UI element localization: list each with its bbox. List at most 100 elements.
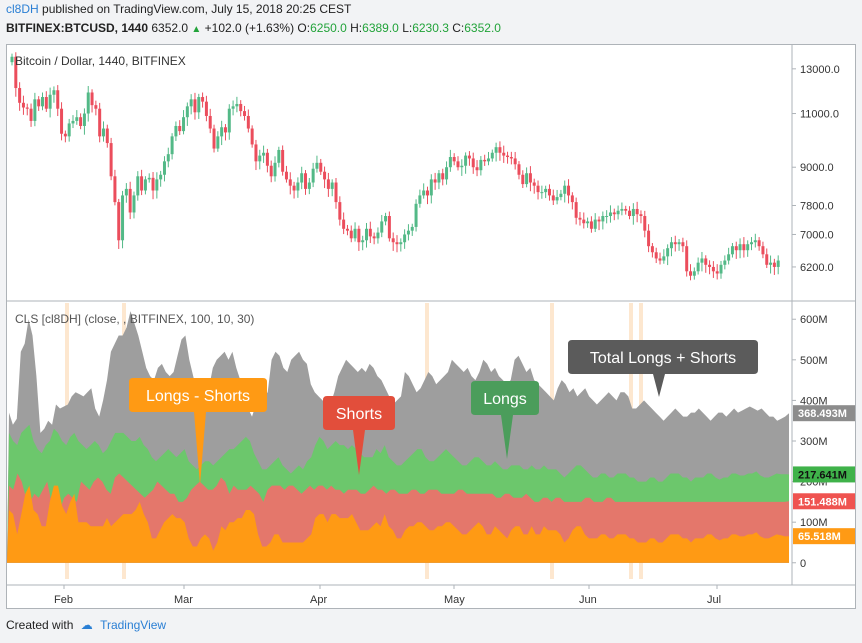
candle-body [189,99,193,107]
candles-group [10,52,780,281]
close-value: 6352.0 [464,21,501,35]
candle-body [765,254,769,265]
candle-body [696,262,700,272]
candle-body [372,236,376,239]
candle-body [284,171,288,180]
open-value: 6250.0 [310,21,347,35]
time-tick-label: Jul [707,594,721,606]
tradingview-link[interactable]: TradingView [100,618,167,632]
high-value: 6389.0 [362,21,399,35]
candle-body [178,125,182,132]
candle-body [277,149,281,163]
candle-body [753,240,757,243]
candle-body [742,244,746,251]
candle-body [121,195,125,241]
candle-body [37,99,41,107]
candle-body [182,117,186,132]
candle-body [639,214,643,217]
candle-body [593,219,597,229]
candle-body [692,271,696,276]
candle-body [406,230,410,235]
candle-body [582,219,586,224]
candle-body [105,128,109,144]
candle-body [296,182,300,191]
candle-body [757,240,761,247]
candle-body [711,266,715,272]
callout-longs-shorts-shape [129,378,267,485]
time-tick-label: May [444,594,465,606]
candle-body [410,226,414,231]
candle-body [467,155,471,159]
candle-body [555,197,559,201]
candle-body [227,108,231,133]
candle-body [460,165,464,168]
candle-body [82,113,86,126]
price-change: +102.0 (+1.63%) [204,21,295,35]
last-value-label-longs-shorts: 65.518M [798,531,841,543]
candle-body [63,133,67,137]
candle-body [21,102,25,108]
author-link[interactable]: cl8DH [6,2,39,16]
candle-body [315,162,319,169]
candle-body [101,128,105,137]
candle-body [304,173,308,189]
last-value-label-total: 368.493M [798,408,847,420]
candle-body [567,185,571,196]
candle-body [589,221,593,229]
candle-body [513,158,517,165]
candle-body [502,152,506,156]
candle-body [10,56,14,63]
candle-body [578,217,582,220]
candle-body [746,244,750,251]
candle-body [635,208,639,215]
chart-canvas[interactable]: Bitcoin / Dollar, 1440, BITFINEX 13000.0 1… [7,45,855,608]
candle-body [628,210,632,217]
candle-body [25,107,29,109]
candle-body [147,177,151,180]
candle-body [559,193,563,198]
candle-body [597,219,601,222]
candle-body [441,173,445,180]
candle-body [528,173,532,183]
candle-body [662,256,666,261]
candle-body [326,179,330,189]
candle-body [143,179,147,191]
candle-body [425,190,429,196]
candle-body [136,176,140,196]
candle-body [414,203,418,227]
candle-body [223,127,227,133]
candle-body [159,174,163,180]
candle-body [273,162,277,177]
candle-body [700,258,704,263]
candle-body [395,242,399,245]
callout-total-shape [568,340,758,397]
callout-total-label: Total Longs + Shorts [590,350,736,367]
candle-body [353,228,357,239]
candle-body [586,221,590,224]
candle-body [75,117,79,121]
candle-body [532,182,536,186]
candle-body [433,179,437,183]
candle-body [349,230,353,239]
candle-body [616,210,620,215]
candle-body [387,216,391,239]
time-tick-label: Mar [174,594,193,606]
candle-body [18,88,22,103]
candle-body [540,192,544,194]
candle-body [307,182,311,189]
candle-body [570,195,574,203]
last-price: 6352.0 [151,21,189,35]
candle-body [730,246,734,255]
low-label: L: [402,21,413,35]
candle-body [403,234,407,243]
candle-body [132,195,136,213]
candle-body [79,117,83,126]
symbol-info: BITFINEX:BTCUSD, 1440 6352.0 ▲ +102.0 (+… [6,21,501,35]
candle-body [761,246,765,255]
candle-body [94,105,98,109]
candle-body [265,152,269,166]
candle-body [231,106,235,109]
candle-body [605,216,609,218]
chart-frame[interactable]: Bitcoin / Dollar, 1440, BITFINEX 13000.0 1… [6,44,856,609]
candle-body [204,101,208,116]
